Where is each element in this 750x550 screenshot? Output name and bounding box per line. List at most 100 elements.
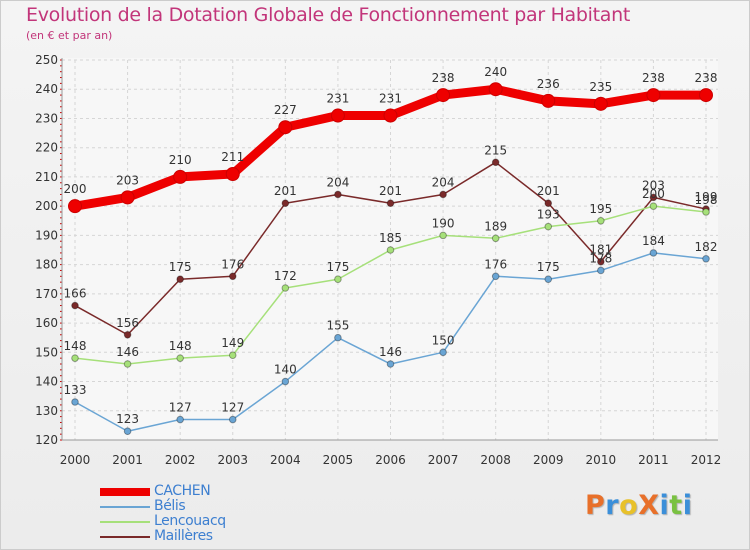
y-tick-label: 130 [35,404,58,418]
data-point-bélis [123,427,132,436]
data-label-maillères: 201 [537,184,560,198]
data-label-maillères: 175 [169,260,192,274]
y-tick-label: 200 [35,199,58,213]
data-label-maillères: 166 [64,287,87,301]
data-point-maillères [597,257,605,266]
data-point-maillères [123,330,132,339]
chart-legend: CACHEN Bélis Lencouacq Maillères [100,484,226,544]
data-point-bélis [281,377,290,386]
data-point-lencouacq [439,231,447,240]
data-label-cachen: 231 [326,92,349,106]
y-tick-label: 230 [35,111,58,125]
y-tick-label: 210 [35,170,58,184]
data-point-maillères [334,190,342,199]
data-label-cachen: 238 [695,71,718,85]
data-label-maillères: 215 [484,143,507,157]
data-label-bélis: 146 [379,345,402,359]
data-point-maillères [176,275,184,284]
data-label-cachen: 211 [221,150,244,164]
data-point-cachen [120,190,135,205]
data-point-lencouacq [176,354,184,362]
data-point-maillères [439,190,447,199]
legend-swatch [100,520,150,523]
data-label-cachen: 200 [64,182,87,196]
data-point-lencouacq [386,246,395,254]
data-label-bélis: 127 [221,401,244,415]
data-label-maillères: 204 [432,175,455,189]
data-label-cachen: 210 [169,153,192,167]
data-label-cachen: 231 [379,92,402,106]
data-label-lencouacq: 149 [221,336,244,350]
data-point-cachen [488,82,503,97]
data-label-lencouacq: 200 [642,187,665,201]
legend-swatch [100,487,150,496]
data-point-bélis [176,415,184,424]
chart-subtitle: (en € et par an) [26,29,113,42]
x-tick-label: 2009 [533,453,564,467]
data-point-maillères [71,301,79,310]
data-label-lencouacq: 190 [432,216,455,230]
x-tick-label: 2000 [60,453,91,467]
data-point-lencouacq [491,234,500,243]
y-tick-label: 250 [35,53,58,67]
data-label-cachen: 227 [274,103,297,117]
data-point-cachen [278,120,293,135]
x-tick-label: 2005 [323,453,354,467]
data-point-cachen [699,88,713,103]
data-label-bélis: 184 [642,234,665,248]
data-label-cachen: 203 [116,173,139,187]
data-point-bélis [649,249,658,257]
data-label-maillères: 203 [642,178,665,192]
data-point-cachen [173,169,188,184]
data-label-maillères: 176 [221,257,244,271]
data-point-bélis [439,348,447,357]
x-tick-label: 2003 [217,453,248,467]
x-tick-label: 2011 [638,453,669,467]
y-tick-label: 180 [35,258,58,272]
legend-item: Lencouacq [100,514,226,529]
data-label-maillères: 201 [274,184,297,198]
chart-title: Evolution de la Dotation Globale de Fonc… [26,4,631,26]
data-point-bélis [71,398,79,406]
data-point-cachen [593,96,608,111]
data-point-bélis [544,275,553,284]
legend-swatch [100,535,150,538]
data-point-maillères [228,272,237,281]
data-label-lencouacq: 148 [169,339,192,353]
x-tick-label: 2012 [691,453,722,467]
data-point-cachen [646,88,661,103]
x-tick-label: 2007 [428,453,459,467]
data-point-cachen [225,167,240,181]
data-label-bélis: 127 [169,401,192,415]
data-point-cachen [383,108,398,123]
data-point-maillères [281,199,290,208]
data-label-bélis: 133 [64,383,87,397]
data-point-lencouacq [702,208,710,216]
data-label-lencouacq: 193 [537,208,560,222]
y-tick-label: 170 [35,287,58,301]
data-label-bélis: 182 [695,240,718,254]
data-point-cachen [541,93,556,108]
legend-item: Bélis [100,499,226,514]
legend-item: Maillères [100,529,226,544]
data-point-bélis [228,415,237,424]
data-label-lencouacq: 198 [695,193,718,207]
data-label-lencouacq: 148 [64,339,87,353]
data-label-maillères: 204 [326,175,349,189]
x-tick-label: 2004 [270,453,301,467]
legend-label: Bélis [154,498,186,514]
data-point-lencouacq [544,222,553,231]
data-point-lencouacq [334,275,342,284]
data-label-maillères: 199 [695,190,718,204]
y-tick-label: 220 [35,141,58,155]
legend-label: Maillères [154,528,213,544]
data-point-maillères [491,158,500,167]
data-point-lencouacq [649,202,658,210]
data-label-cachen: 238 [642,71,665,85]
data-label-cachen: 235 [589,80,612,94]
data-label-maillères: 156 [116,316,139,330]
data-point-maillères [544,199,553,208]
x-tick-label: 2010 [586,453,617,467]
data-point-lencouacq [123,360,132,368]
data-label-lencouacq: 189 [484,219,507,233]
